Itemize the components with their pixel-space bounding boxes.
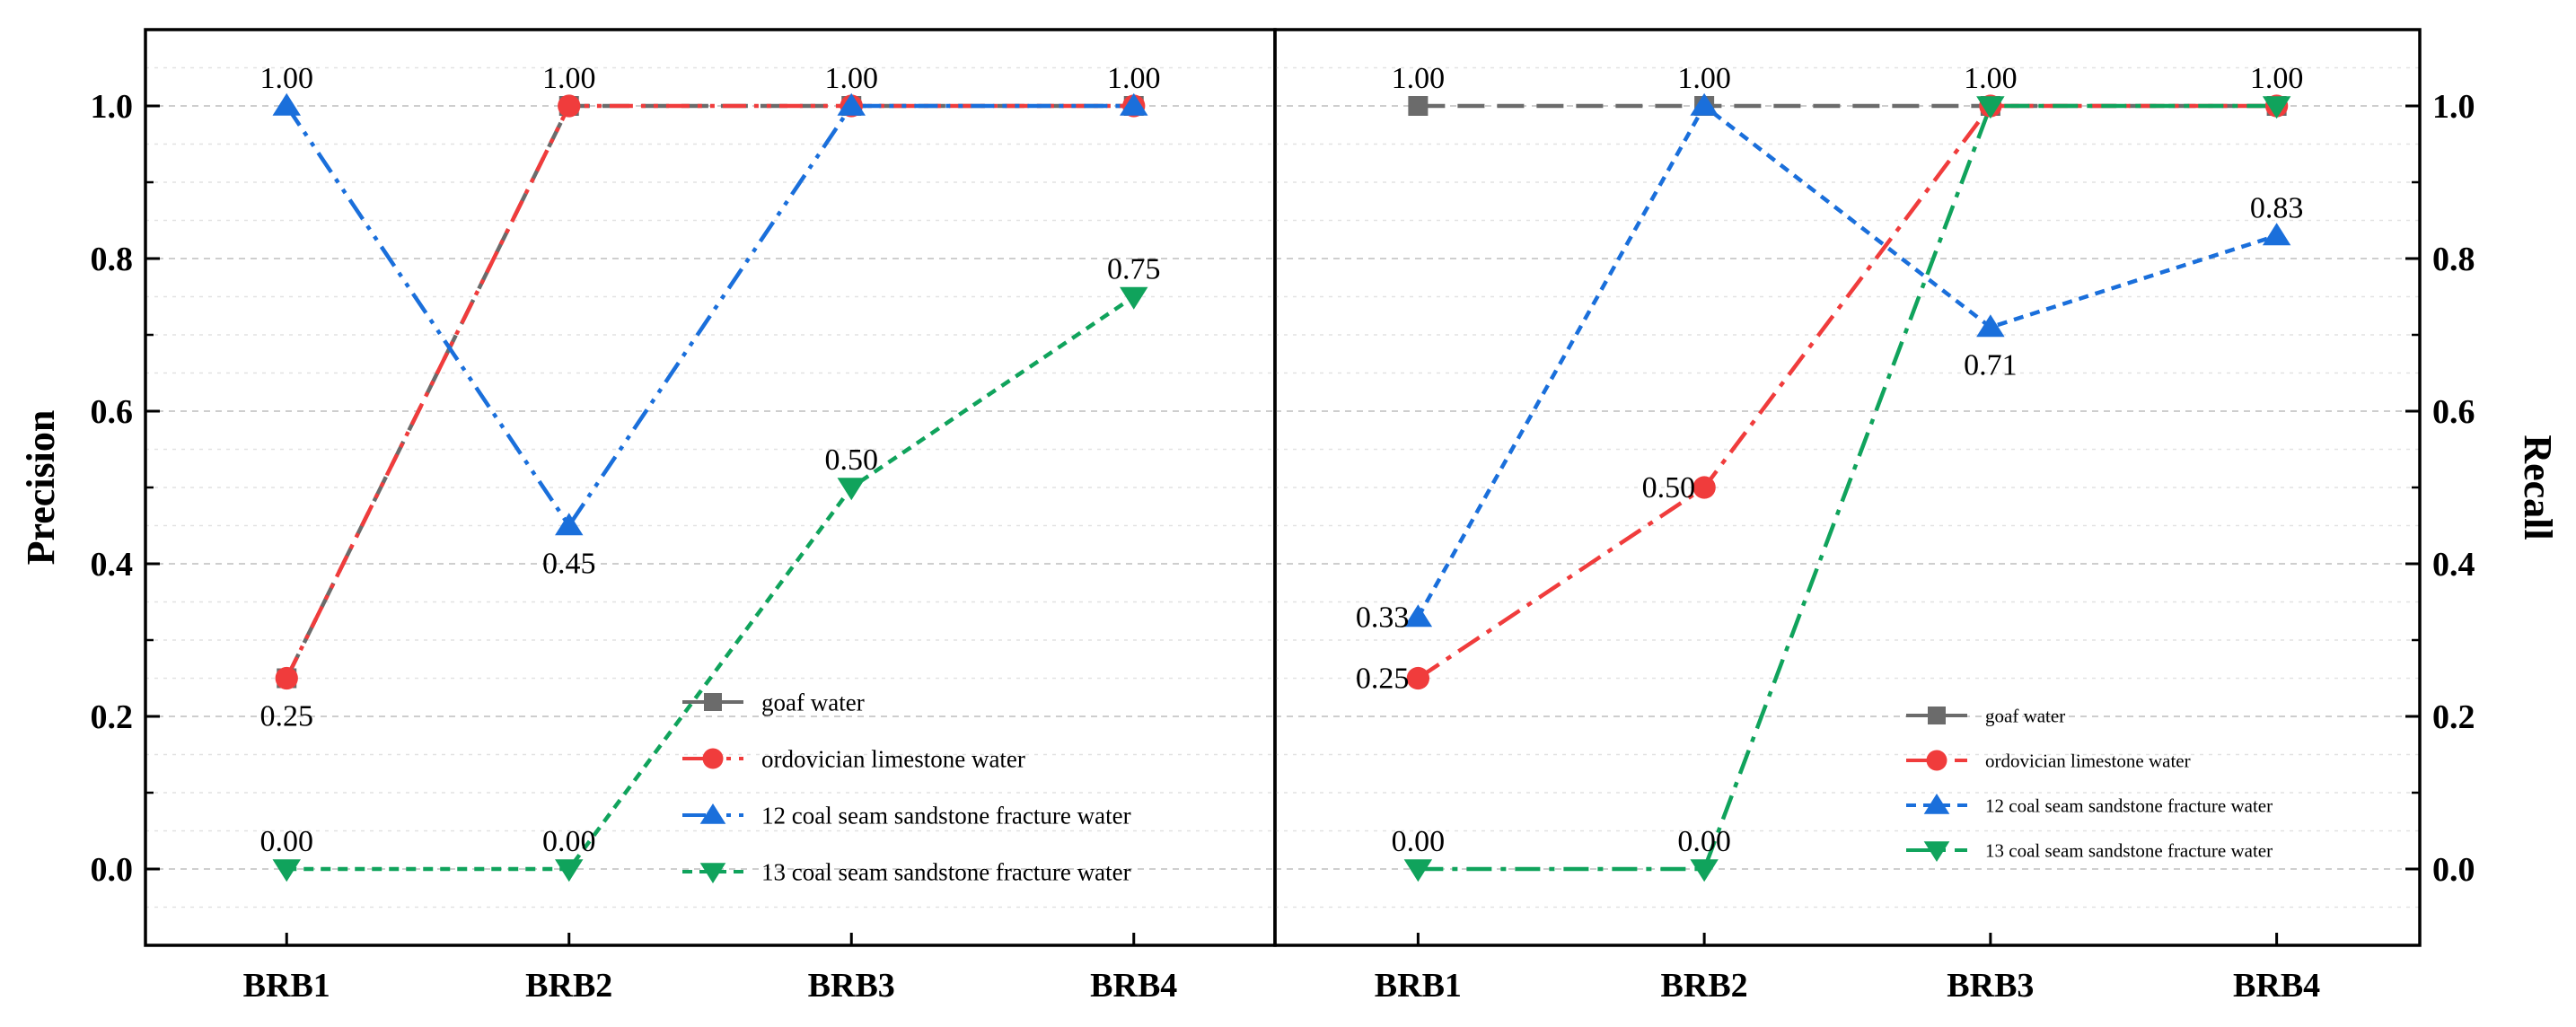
legend-swatch-marker <box>702 748 724 769</box>
legend-swatch-marker <box>1926 750 1947 771</box>
y-tick-label: 0.4 <box>91 546 134 584</box>
legend-swatch-marker <box>1928 707 1946 724</box>
data-label: 1.00 <box>260 62 314 95</box>
panel-left: 0.0 0.2 0.4 0.6 0.8 1.0 BRB1 BRB2 BRB3 BRB4 Precis… <box>19 28 1277 1005</box>
data-label: 0.25 <box>1356 663 1410 696</box>
y-axis-title: Recall <box>2516 434 2560 540</box>
data-point <box>558 94 581 118</box>
data-label: 0.25 <box>260 700 314 733</box>
data-point <box>1403 859 1433 882</box>
data-point <box>1406 666 1430 690</box>
data-label: 1.00 <box>825 62 879 95</box>
data-label: 0.71 <box>1964 349 2018 382</box>
legend-label: 13 coal seam sandstone fracture water <box>761 859 1131 886</box>
data-label: 0.75 <box>1107 253 1161 286</box>
data-label: 1.00 <box>2250 62 2304 95</box>
y-tick-label: 0.4 <box>2432 546 2475 584</box>
data-label: 0.50 <box>1642 471 1696 505</box>
data-point <box>1403 604 1433 628</box>
series-line <box>285 103 1134 530</box>
plot-frame <box>1273 28 2422 947</box>
data-label: 1.00 <box>1677 62 1731 95</box>
series-line <box>286 294 1136 872</box>
data-point <box>2262 96 2291 119</box>
data-point <box>555 513 584 536</box>
y-tick-label: 0.0 <box>91 851 134 889</box>
legend-swatch-marker <box>704 693 722 711</box>
data-point <box>1690 92 1719 116</box>
series-line <box>1418 103 2277 872</box>
series-line <box>1417 103 2277 680</box>
series-line <box>1416 102 2278 619</box>
data-point <box>1120 286 1148 310</box>
x-tick-label: BRB4 <box>2233 967 2320 1005</box>
legend: goaf water ordovician limestone water 12 c… <box>682 689 1131 886</box>
y-axis-title: Precision <box>19 410 63 566</box>
data-point <box>275 666 298 690</box>
x-tick-label: BRB3 <box>1947 967 2034 1005</box>
y-tick-label: 0.6 <box>2432 393 2475 431</box>
y-tick-label: 0.2 <box>2432 698 2475 736</box>
x-tick-label: BRB1 <box>1375 967 1462 1005</box>
x-tick-label: BRB3 <box>808 967 895 1005</box>
data-label: 0.00 <box>260 825 314 858</box>
legend-label: 13 coal seam sandstone fracture water <box>1985 840 2273 862</box>
data-label: 0.00 <box>1677 825 1731 858</box>
y-tick-label: 0.2 <box>91 698 134 736</box>
legend-swatch-marker <box>699 863 726 883</box>
panel-right: 0.0 0.2 0.4 0.6 0.8 1.0 BRB1 BRB2 BRB3 BRB4 Recall… <box>1273 28 2560 1005</box>
data-label: 1.00 <box>1392 62 1446 95</box>
y-tick-label: 0.8 <box>91 241 134 278</box>
legend-label: ordovician limestone water <box>1985 750 2191 772</box>
data-label: 0.45 <box>542 548 596 581</box>
data-point <box>1976 314 2005 338</box>
data-point <box>1120 92 1148 116</box>
data-label: 1.00 <box>542 62 596 95</box>
legend-label: ordovician limestone water <box>761 746 1025 773</box>
legend-swatch-marker <box>699 803 726 824</box>
data-point <box>2262 223 2291 246</box>
legend-label: goaf water <box>1985 706 2065 727</box>
data-label: 0.50 <box>825 443 879 477</box>
legend-label: 12 coal seam sandstone fracture water <box>761 803 1131 830</box>
data-point <box>555 859 584 882</box>
series-line <box>285 103 1134 680</box>
legend-swatch-marker <box>1923 841 1950 862</box>
data-label: 0.00 <box>542 825 596 858</box>
y-tick-label: 1.0 <box>2432 88 2475 126</box>
legend: goaf water ordovician limestone water 12 c… <box>1906 706 2273 862</box>
data-point <box>837 92 866 116</box>
data-label: 0.83 <box>2250 192 2304 225</box>
data-point <box>1690 859 1719 882</box>
series-line <box>285 103 1134 680</box>
x-tick-label: BRB1 <box>243 967 330 1005</box>
legend-label: goaf water <box>761 689 865 716</box>
legend-swatch-marker <box>1923 794 1950 814</box>
y-tick-label: 1.0 <box>91 88 134 126</box>
y-tick-label: 0.6 <box>91 393 134 431</box>
data-label: 0.00 <box>1392 825 1446 858</box>
data-point <box>272 859 301 882</box>
data-label: 0.33 <box>1356 601 1410 635</box>
data-point <box>837 478 866 501</box>
y-tick-label: 0.8 <box>2432 241 2475 278</box>
data-label: 1.00 <box>1964 62 2018 95</box>
y-tick-label: 0.0 <box>2432 851 2475 889</box>
data-point <box>1976 96 2005 119</box>
legend-label: 12 coal seam sandstone fracture water <box>1985 795 2273 817</box>
data-point <box>1692 476 1716 499</box>
x-tick-label: BRB4 <box>1090 967 1177 1005</box>
data-point <box>272 92 301 116</box>
data-point <box>1408 96 1429 116</box>
x-tick-label: BRB2 <box>1661 967 1748 1005</box>
x-tick-label: BRB2 <box>525 967 612 1005</box>
data-label: 1.00 <box>1107 62 1161 95</box>
